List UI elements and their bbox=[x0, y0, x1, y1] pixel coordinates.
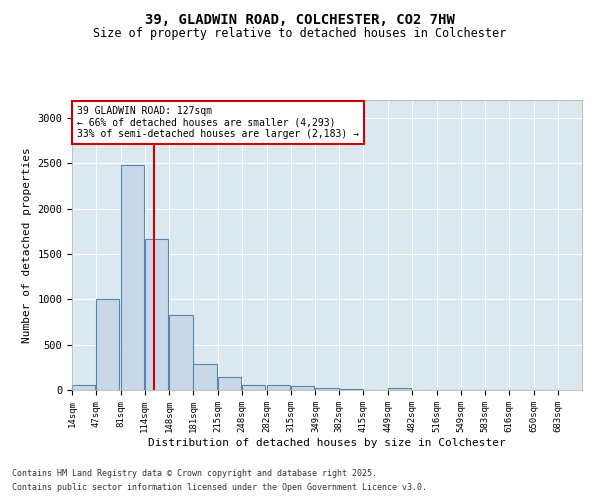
Text: Contains HM Land Registry data © Crown copyright and database right 2025.: Contains HM Land Registry data © Crown c… bbox=[12, 468, 377, 477]
Bar bbox=[388, 388, 411, 390]
Text: Size of property relative to detached houses in Colchester: Size of property relative to detached ho… bbox=[94, 28, 506, 40]
Bar bbox=[72, 386, 95, 390]
Text: 39 GLADWIN ROAD: 127sqm
← 66% of detached houses are smaller (4,293)
33% of semi: 39 GLADWIN ROAD: 127sqm ← 66% of detache… bbox=[77, 106, 359, 139]
Bar bbox=[96, 300, 119, 390]
Bar bbox=[290, 386, 314, 390]
Bar bbox=[267, 385, 290, 390]
Bar bbox=[340, 388, 362, 390]
X-axis label: Distribution of detached houses by size in Colchester: Distribution of detached houses by size … bbox=[148, 438, 506, 448]
Bar bbox=[121, 165, 144, 390]
Y-axis label: Number of detached properties: Number of detached properties bbox=[22, 147, 32, 343]
Bar bbox=[193, 364, 217, 390]
Bar bbox=[169, 315, 193, 390]
Bar bbox=[218, 378, 241, 390]
Text: Contains public sector information licensed under the Open Government Licence v3: Contains public sector information licen… bbox=[12, 484, 427, 492]
Text: 39, GLADWIN ROAD, COLCHESTER, CO2 7HW: 39, GLADWIN ROAD, COLCHESTER, CO2 7HW bbox=[145, 12, 455, 26]
Bar bbox=[242, 384, 265, 390]
Bar bbox=[145, 238, 168, 390]
Bar bbox=[316, 388, 338, 390]
